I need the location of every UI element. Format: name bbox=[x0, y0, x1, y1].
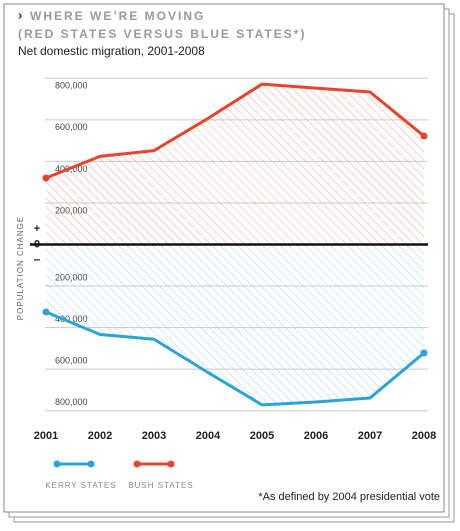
area bbox=[46, 244, 424, 405]
line bbox=[45, 310, 425, 407]
end-point bbox=[420, 349, 428, 357]
line bbox=[45, 82, 425, 180]
positive-sign: + bbox=[34, 223, 40, 235]
x-tick-label: 2007 bbox=[358, 430, 382, 442]
legend-dot bbox=[133, 460, 141, 468]
end-point bbox=[420, 132, 428, 140]
x-tick-label: 2004 bbox=[196, 430, 221, 442]
legend-dot bbox=[53, 460, 61, 468]
legend-label: BUSH STATES bbox=[128, 481, 193, 490]
x-tick-label: 2001 bbox=[34, 430, 58, 442]
chart-title: WHERE WE’RE MOVING bbox=[30, 9, 205, 23]
footnote: *As defined by 2004 presidential vote bbox=[258, 491, 440, 503]
x-tick-label: 2008 bbox=[412, 430, 436, 442]
x-tick-label: 2003 bbox=[142, 430, 166, 442]
legend-dot bbox=[87, 460, 95, 468]
y-tick-label: 600,000 bbox=[55, 122, 88, 132]
negative-sign: – bbox=[34, 252, 41, 266]
y-tick-label: 600,000 bbox=[55, 356, 88, 366]
legend-label: KERRY STATES bbox=[45, 481, 116, 490]
y-axis-label: POPULATION CHANGE bbox=[16, 216, 25, 320]
x-tick-label: 2002 bbox=[88, 430, 112, 442]
plot: 800,000600,000400,000200,0000200,000400,… bbox=[30, 77, 436, 490]
chart-title: (RED STATES VERSUS BLUE STATES*) bbox=[18, 27, 306, 41]
legend-dot bbox=[167, 460, 175, 468]
x-tick-label: 2006 bbox=[304, 430, 328, 442]
end-point bbox=[42, 308, 50, 316]
x-tick-label: 2005 bbox=[250, 430, 274, 442]
end-point bbox=[42, 174, 50, 182]
y-tick-label: 800,000 bbox=[55, 397, 88, 407]
chart-subtitle: Net domestic migration, 2001-2008 bbox=[18, 44, 205, 58]
title-marker: › bbox=[18, 7, 22, 22]
area bbox=[46, 84, 424, 245]
y-tick-label: 800,000 bbox=[55, 81, 88, 91]
